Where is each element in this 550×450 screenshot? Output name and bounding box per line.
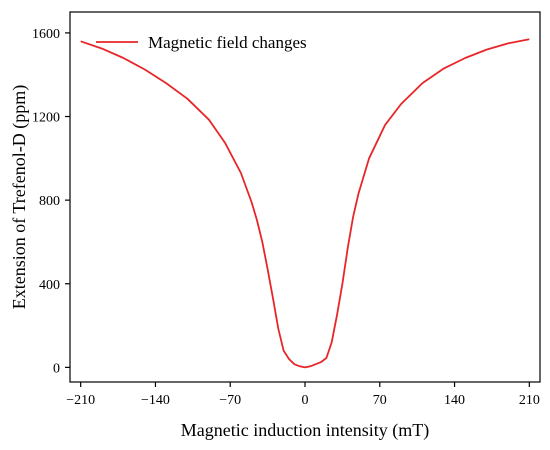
y-tick-label: 400 — [39, 278, 60, 293]
y-tick-label: 800 — [39, 194, 60, 209]
legend: Magnetic field changes — [96, 33, 307, 52]
y-axis-title: Extension of Trefenol-D (ppm) — [9, 85, 30, 309]
x-tick-label: −140 — [141, 393, 170, 408]
x-tick-label: −70 — [219, 393, 241, 408]
legend-label: Magnetic field changes — [148, 33, 307, 52]
y-tick-label: 0 — [53, 361, 60, 376]
x-tick-label: 0 — [302, 393, 309, 408]
x-tick-label: −210 — [66, 393, 95, 408]
y-tick-label: 1200 — [32, 111, 60, 126]
x-tick-label: 210 — [519, 393, 540, 408]
x-tick-label: 140 — [444, 393, 465, 408]
series-line — [80, 38, 530, 369]
x-tick-label: 70 — [373, 393, 387, 408]
x-axis-ticks: −210 −140 −70 0 70 140 210 — [66, 382, 540, 408]
x-axis-title: Magnetic induction intensity (mT) — [181, 420, 429, 441]
y-axis-ticks: 0 400 800 1200 1600 — [32, 27, 70, 376]
y-tick-label: 1600 — [32, 27, 60, 42]
